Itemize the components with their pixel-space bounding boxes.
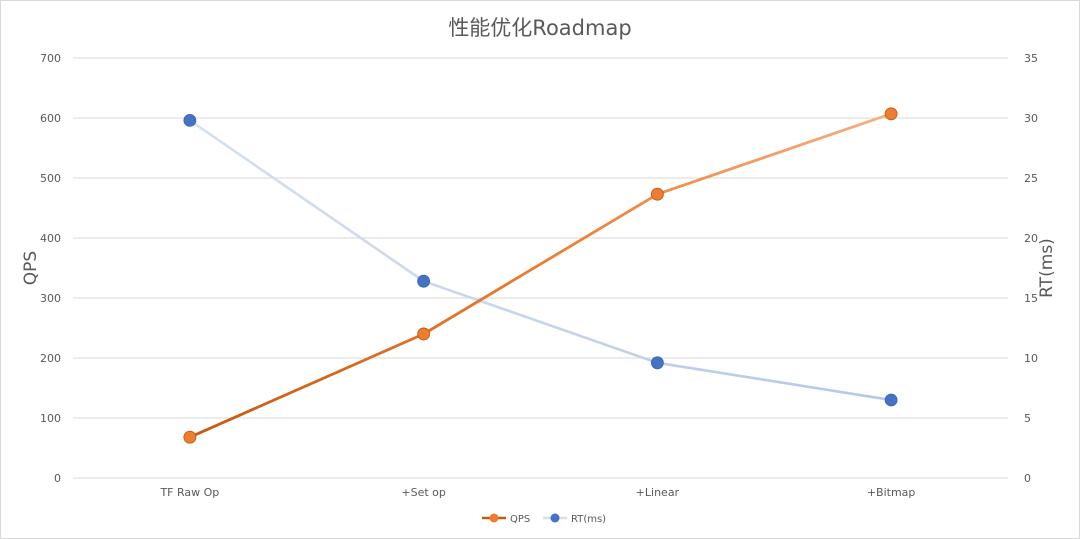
chart-title: 性能优化Roadmap <box>448 16 632 40</box>
y-axis-label-right: RT(ms) <box>1037 238 1057 298</box>
left-axis-ticks: 0 100 200 300 400 500 600 700 <box>40 52 61 485</box>
point-rt <box>650 356 664 370</box>
y-tick-label-left: 400 <box>40 232 61 245</box>
y-tick-label-right: 15 <box>1024 292 1038 305</box>
legend-label: RT(ms) <box>571 514 606 525</box>
series-line-qps <box>188 112 893 439</box>
x-tick-label: TF Raw Op <box>159 486 219 499</box>
y-tick-label-left: 700 <box>40 52 61 65</box>
y-tick-label-left: 500 <box>40 172 61 185</box>
y-tick-label-left: 0 <box>54 472 61 485</box>
y-tick-label-right: 5 <box>1024 412 1031 425</box>
y-tick-label-left: 200 <box>40 352 61 365</box>
gridlines <box>73 57 1008 479</box>
y-tick-label-left: 100 <box>40 412 61 425</box>
y-tick-label-right: 25 <box>1024 172 1038 185</box>
legend-marker <box>489 513 499 523</box>
point-rt <box>884 393 898 407</box>
x-axis-ticks: TF Raw Op +Set op +Linear +Bitmap <box>159 486 915 499</box>
x-tick-label: +Bitmap <box>867 486 916 499</box>
x-tick-label: +Set op <box>401 486 446 499</box>
y-tick-label-right: 0 <box>1024 472 1031 485</box>
legend: QPS RT(ms) <box>482 513 606 525</box>
series <box>183 107 898 444</box>
y-tick-label-right: 10 <box>1024 352 1038 365</box>
y-tick-label-right: 35 <box>1024 52 1038 65</box>
right-axis-ticks: 0 5 10 15 20 25 30 35 <box>1024 52 1038 485</box>
point-rt <box>183 114 197 127</box>
y-axis-label-left: QPS <box>21 251 41 285</box>
point-rt <box>417 274 431 288</box>
legend-label: QPS <box>510 514 530 525</box>
series-line-rt <box>188 119 893 402</box>
y-tick-label-left: 300 <box>40 292 61 305</box>
x-tick-label: +Linear <box>636 486 680 499</box>
y-tick-label-right: 30 <box>1024 112 1038 125</box>
point-qps <box>650 187 664 201</box>
point-qps <box>183 430 197 444</box>
y-tick-label-right: 20 <box>1024 232 1038 245</box>
y-tick-label-left: 600 <box>40 112 61 125</box>
point-qps <box>884 107 898 121</box>
point-qps <box>417 327 431 341</box>
legend-marker <box>550 513 560 523</box>
